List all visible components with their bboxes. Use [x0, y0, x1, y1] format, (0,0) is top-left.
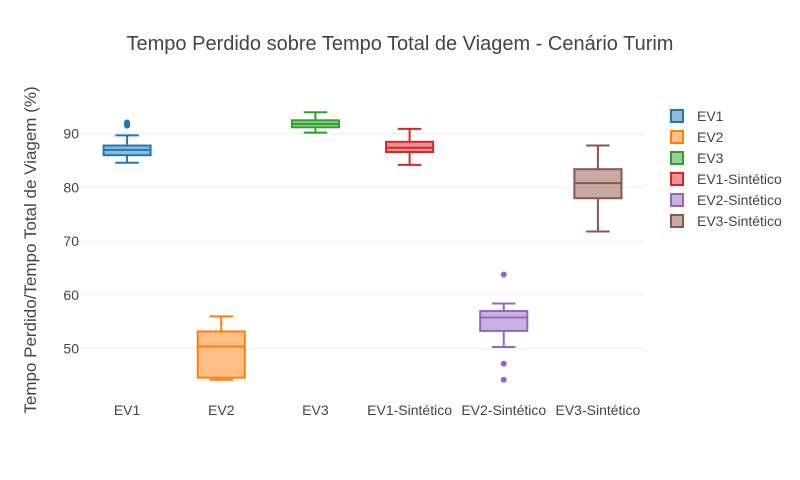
legend-item-5[interactable]: EV2-Sintético [670, 192, 782, 208]
outlier-point [124, 119, 131, 126]
legend-item-2[interactable]: EV2 [670, 129, 724, 145]
box-iqr [479, 310, 529, 332]
y-axis-label: Tempo Perdido/Tempo Total de Viagem (%) [21, 86, 40, 413]
box-3[interactable] [290, 111, 340, 134]
legend-item-1[interactable]: EV1 [670, 108, 724, 124]
y-tick-label: 50 [63, 341, 79, 357]
legend-swatch [670, 109, 684, 123]
legend-label: EV1 [697, 108, 724, 124]
legend-label: EV1-Sintético [697, 171, 782, 187]
outlier-point [500, 360, 507, 367]
x-tick-label: EV2 [208, 402, 235, 418]
box-series [102, 111, 623, 383]
legend-swatch [670, 130, 684, 144]
x-tick-label: EV2-Sintético [461, 402, 546, 418]
legend-swatch [670, 214, 684, 228]
y-axis-ticks: 50 60 70 80 90 [63, 126, 79, 357]
legend-label: EV3 [697, 150, 724, 166]
legend-swatch [670, 193, 684, 207]
box-6[interactable] [573, 144, 623, 233]
box-iqr [196, 330, 246, 379]
x-tick-label: EV3 [302, 402, 329, 418]
x-tick-label: EV1-Sintético [367, 402, 452, 418]
legend-label: EV2 [697, 129, 724, 145]
x-tick-label: EV3-Sintético [556, 402, 641, 418]
legend[interactable]: EV1 EV2 EV3 EV1-Sintético EV2-Sintético EV3-S… [670, 108, 782, 229]
box-4[interactable] [385, 127, 435, 166]
box-5[interactable] [479, 271, 529, 383]
outlier-point [500, 376, 507, 383]
y-tick-label: 90 [63, 126, 79, 142]
legend-item-3[interactable]: EV3 [670, 150, 724, 166]
legend-item-4[interactable]: EV1-Sintético [670, 171, 782, 187]
outlier-point [500, 271, 507, 278]
chart-title: Tempo Perdido sobre Tempo Total de Viage… [127, 33, 674, 55]
box-2[interactable] [196, 315, 246, 381]
y-tick-label: 70 [63, 233, 79, 249]
gridlines [80, 133, 645, 350]
legend-label: EV2-Sintético [697, 192, 782, 208]
legend-label: EV3-Sintético [697, 213, 782, 229]
legend-swatch [670, 172, 684, 186]
x-tick-label: EV1 [114, 402, 141, 418]
y-tick-label: 60 [63, 287, 79, 303]
legend-item-6[interactable]: EV3-Sintético [670, 213, 782, 229]
legend-swatch [670, 151, 684, 165]
x-axis-ticks: EV1 EV2 EV3 EV1-Sintético EV2-Sintético EV3-S… [114, 402, 641, 418]
y-tick-label: 80 [63, 179, 79, 195]
box-1[interactable] [102, 119, 152, 164]
